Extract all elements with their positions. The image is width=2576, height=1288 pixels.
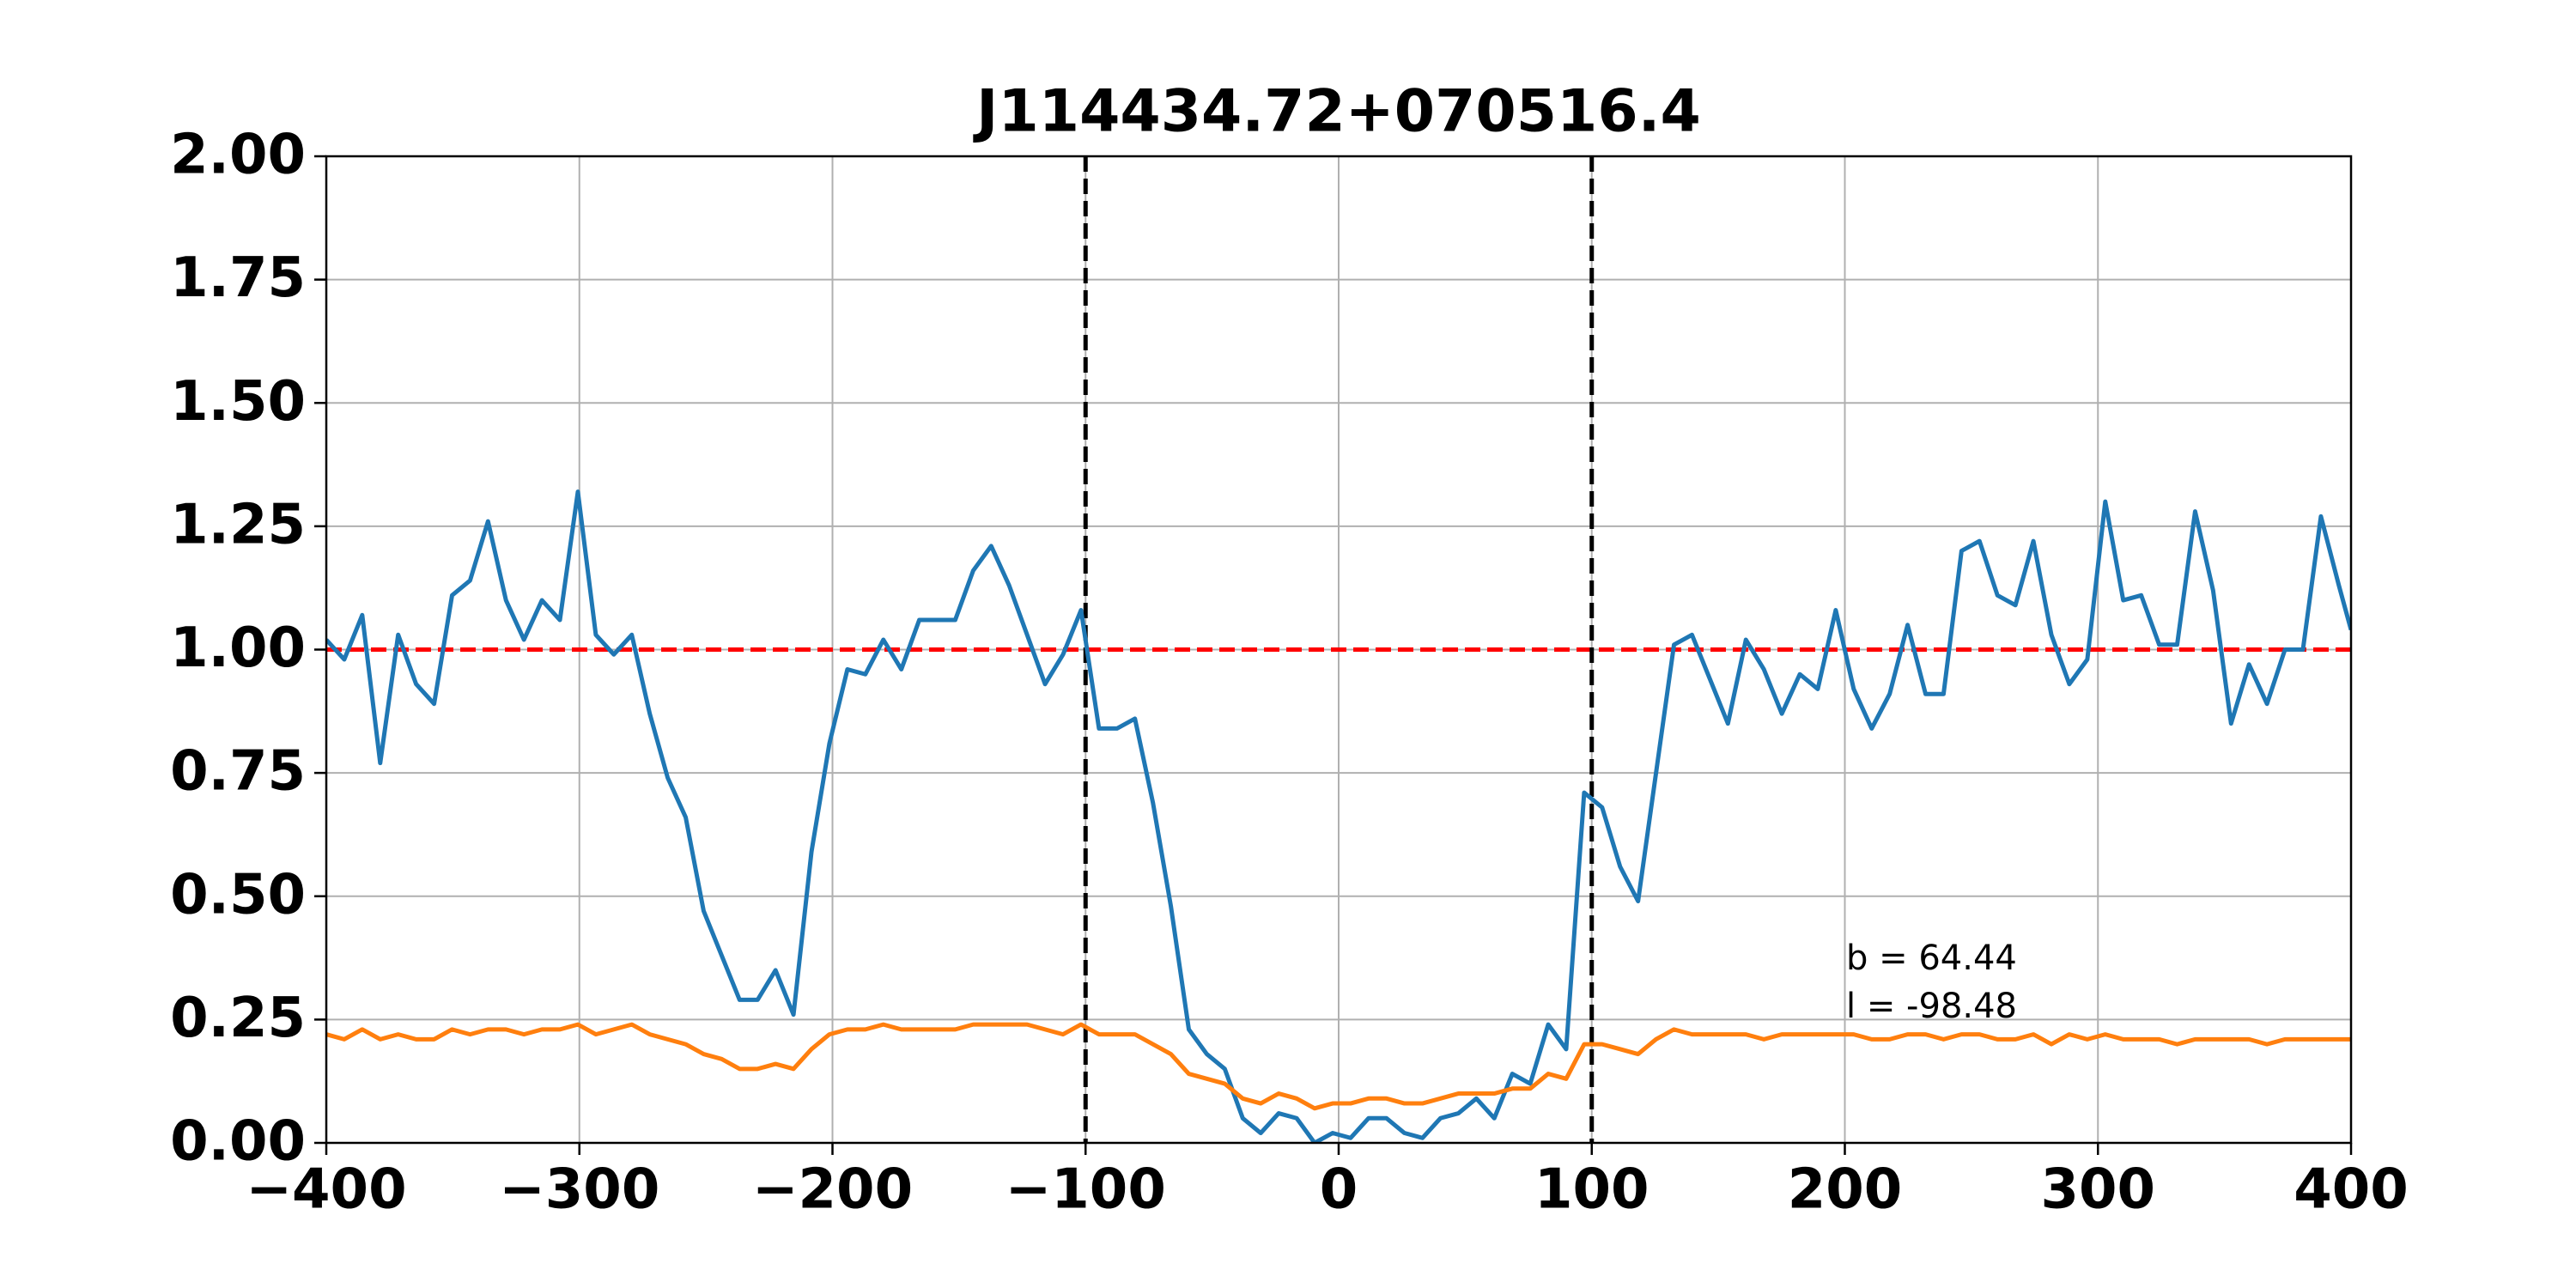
y-tick-label: 1.00 bbox=[170, 617, 306, 680]
y-tick-label: 1.25 bbox=[170, 493, 306, 556]
y-tick-label: 1.50 bbox=[170, 370, 306, 434]
y-tick-label: 2.00 bbox=[170, 124, 306, 187]
chart-title: J114434.72+070516.4 bbox=[973, 78, 1701, 146]
y-tick-label: 1.75 bbox=[170, 246, 306, 310]
x-tick-label: 100 bbox=[1534, 1158, 1649, 1222]
x-tick-label: −300 bbox=[499, 1158, 659, 1222]
data-line bbox=[326, 489, 2351, 1143]
x-tick-label: −400 bbox=[246, 1158, 406, 1222]
x-tick-label: 200 bbox=[1788, 1158, 1903, 1222]
annotation: b = 64.44 bbox=[1846, 939, 2017, 978]
x-tick-label: 300 bbox=[2040, 1158, 2155, 1222]
x-tick-label: −200 bbox=[752, 1158, 913, 1222]
plot-lines bbox=[326, 489, 2351, 1143]
y-tick-label: 0.25 bbox=[170, 987, 306, 1050]
x-tick-label: 400 bbox=[2293, 1158, 2409, 1222]
x-tick-label: 0 bbox=[1320, 1158, 1358, 1222]
data-line bbox=[326, 1022, 2351, 1111]
y-tick-label: 0.50 bbox=[170, 863, 306, 927]
ticks: −400 −300 −200 −100 0 100 200 300 400 0.00 0.25 0.5… bbox=[170, 124, 2409, 1222]
x-tick-label: −100 bbox=[1005, 1158, 1166, 1222]
annotation: l = -98.48 bbox=[1846, 987, 2017, 1026]
y-tick-label: 0.00 bbox=[170, 1110, 306, 1174]
y-tick-label: 0.75 bbox=[170, 740, 306, 804]
